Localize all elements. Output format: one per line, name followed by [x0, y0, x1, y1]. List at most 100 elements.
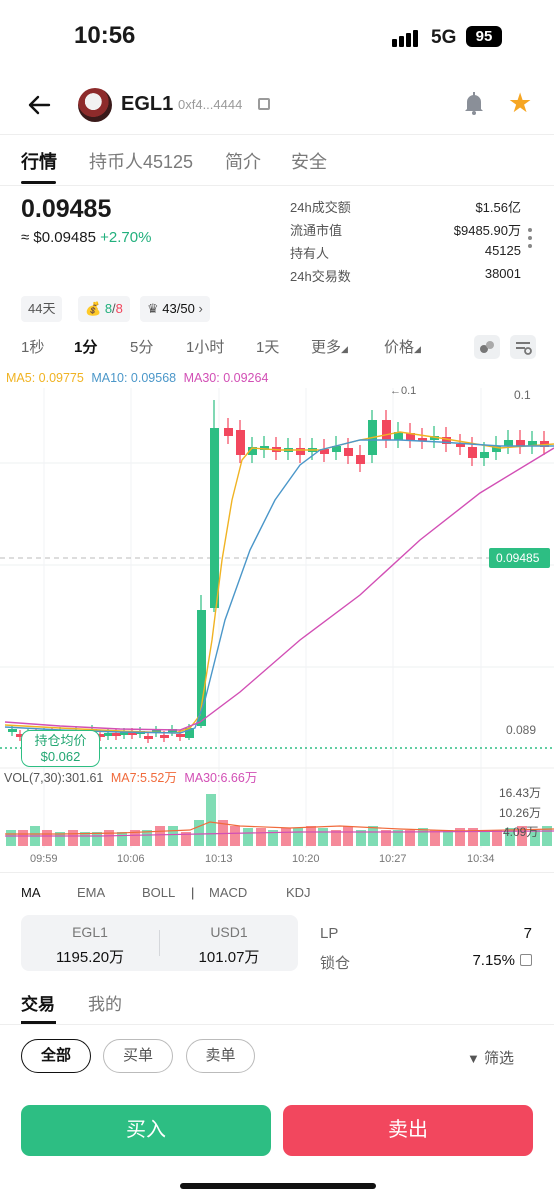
vol-tick-label: 4.09万 [503, 825, 538, 839]
volume-bar [206, 794, 216, 846]
interval-5m[interactable]: 5分 [130, 339, 154, 356]
volume-bar [318, 828, 328, 846]
avg-cost-tag[interactable]: 持仓均价 $0.062 [21, 730, 100, 767]
buy-button[interactable]: 买入 [21, 1105, 271, 1156]
tab-intro[interactable]: 简介 [225, 152, 261, 172]
token-avatar [78, 88, 112, 122]
filter-buy[interactable]: 买单 [103, 1039, 173, 1073]
filter-button[interactable]: ▼ 筛选 [467, 1047, 514, 1068]
tab-trades[interactable]: 交易 [21, 995, 55, 1014]
candle-body [456, 444, 465, 447]
volume-bar [155, 826, 165, 846]
interval-1h[interactable]: 1小时 [186, 339, 225, 356]
candle-body [516, 440, 525, 446]
pool-token-a: EGL1 [72, 924, 108, 940]
candle-body [540, 441, 549, 447]
interval-1m[interactable]: 1分 [74, 339, 98, 356]
candle-body [320, 449, 329, 454]
tab-holders[interactable]: 持币人45125 [89, 152, 194, 172]
volume-bar [418, 828, 428, 846]
funnel-icon: ▼ [467, 1051, 480, 1066]
ma30-label: MA30: 0.09264 [183, 371, 269, 385]
age-chip[interactable]: 44天 [21, 296, 63, 322]
interval-more[interactable]: 更多◢ [311, 336, 348, 357]
crown-chip[interactable]: ♛ 43/50 › [140, 296, 210, 322]
lock-value-text: 7.15% [472, 952, 515, 969]
lock-value[interactable]: 7.15% [472, 952, 532, 969]
volume-bar [130, 830, 140, 846]
candle-body [224, 428, 233, 436]
sliders-icon [516, 342, 532, 355]
indicator-separator: | [191, 885, 195, 900]
chart-settings-button[interactable] [510, 335, 536, 359]
candle-body [296, 448, 305, 455]
crown-value: 43/50 [162, 301, 195, 316]
lp-label: LP [320, 925, 339, 942]
volume-bar [256, 828, 266, 846]
candlestick-chart[interactable]: ←0.1 0.1 0.089 0.09485 16.43万 10.26万 4.09万 09:5… [0, 0, 554, 880]
volume-bar [542, 826, 552, 846]
pool-token-b: USD1 [210, 924, 248, 940]
volume-bar [117, 832, 127, 846]
copy-icon[interactable] [258, 98, 270, 110]
high-marker-label: ←0.1 [390, 385, 416, 397]
volume-bar [356, 830, 366, 846]
tab-security[interactable]: 安全 [291, 152, 327, 172]
avg-cost-value: $0.062 [40, 749, 81, 764]
candle-body [176, 734, 185, 737]
filter-all[interactable]: 全部 [21, 1039, 91, 1073]
volume-bar [306, 826, 316, 846]
stat-value: 38001 [484, 266, 521, 281]
crown-icon: ♛ [147, 301, 159, 316]
vol-tick-label: 16.43万 [499, 786, 541, 800]
time-axis-label: 10:27 [379, 853, 407, 865]
bag-chip[interactable]: 💰 8/8 [78, 296, 130, 322]
indicator-ma[interactable]: MA [21, 885, 41, 900]
volume-bar [368, 826, 378, 846]
candle-body [185, 728, 194, 738]
battery-icon: 95 [466, 26, 502, 47]
indicator-kdj[interactable]: KDJ [286, 885, 311, 900]
favorite-star-icon[interactable]: ★ [508, 88, 533, 118]
volume-bar [530, 830, 540, 846]
volume-bar [381, 830, 391, 846]
candle-body [236, 430, 245, 455]
indicator-boll[interactable]: BOLL [142, 885, 176, 900]
candle-body [406, 433, 415, 440]
back-arrow-icon[interactable] [26, 92, 52, 118]
bell-icon[interactable] [461, 90, 487, 116]
volume-bar [6, 830, 16, 846]
stat-value: 45125 [484, 243, 521, 258]
time-axis-label: 10:34 [467, 853, 495, 865]
vol-ma30-line [5, 830, 554, 837]
more-dots-icon[interactable] [528, 228, 532, 248]
candle-body [104, 733, 113, 736]
candle-body [418, 438, 427, 441]
candle-body [8, 729, 17, 732]
filter-sell[interactable]: 卖单 [186, 1039, 255, 1073]
time-axis-label: 10:06 [117, 853, 145, 865]
sell-button[interactable]: 卖出 [283, 1105, 533, 1156]
pool-divider [159, 930, 160, 956]
indicator-ema[interactable]: EMA [77, 885, 106, 900]
volume-bar [194, 820, 204, 846]
indicator-macd[interactable]: MACD [209, 885, 248, 900]
volume-bar [393, 830, 403, 846]
vol-ma7-label: MA7:5.52万 [110, 771, 177, 785]
tab-market[interactable]: 行情 [21, 152, 57, 172]
time-axis-label: 10:13 [205, 853, 233, 865]
ma5-label: MA5: 0.09775 [6, 371, 84, 385]
candle-body [16, 734, 25, 737]
volume-bar [268, 830, 278, 846]
indicator-settings-button[interactable] [474, 335, 500, 359]
volume-bar [492, 830, 502, 846]
volume-bar [243, 828, 253, 846]
stat-value: $1.56亿 [475, 200, 521, 215]
price-toggle[interactable]: 价格◢ [384, 336, 421, 357]
tab-mine[interactable]: 我的 [88, 995, 122, 1014]
candle-body [332, 446, 341, 452]
volume-bar [293, 828, 303, 846]
interval-1s[interactable]: 1秒 [21, 339, 45, 356]
pool-value-b: 101.07万 [198, 949, 260, 966]
interval-1d[interactable]: 1天 [256, 339, 280, 356]
